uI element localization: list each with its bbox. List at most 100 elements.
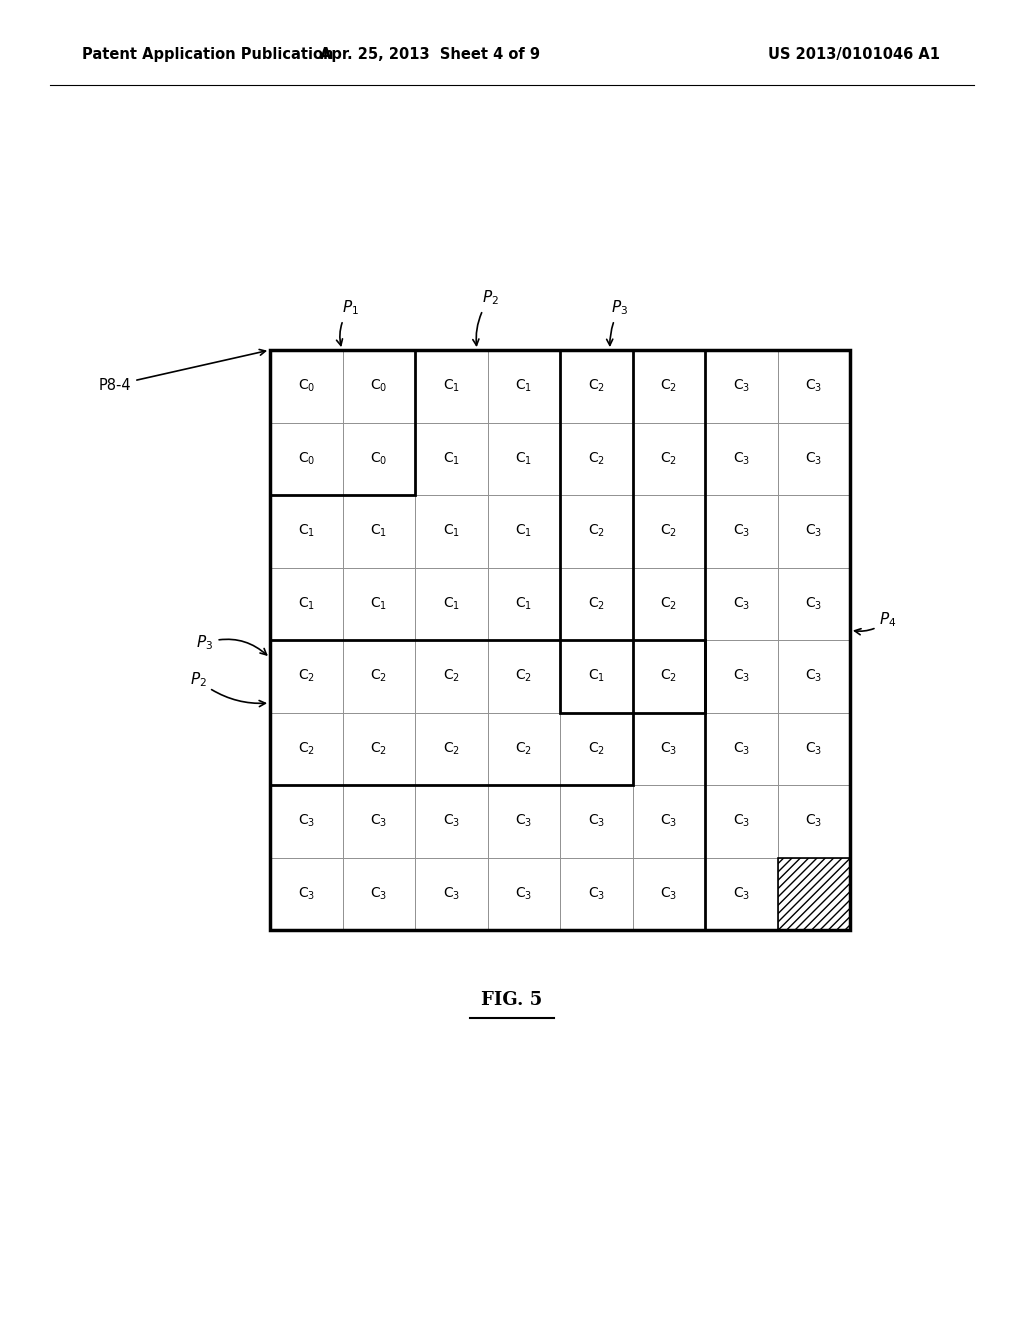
Bar xyxy=(705,713,777,785)
Bar xyxy=(270,350,633,785)
Text: $P_1$: $P_1$ xyxy=(337,298,358,346)
Text: $\mathrm{C}_{3}$: $\mathrm{C}_{3}$ xyxy=(732,378,750,395)
Bar xyxy=(270,568,342,640)
Bar xyxy=(705,350,777,422)
Bar xyxy=(487,785,560,858)
Bar xyxy=(342,568,415,640)
Text: $\mathrm{C}_{0}$: $\mathrm{C}_{0}$ xyxy=(370,378,387,395)
Text: $\mathrm{C}_{2}$: $\mathrm{C}_{2}$ xyxy=(660,378,677,395)
Bar xyxy=(270,785,342,858)
Bar xyxy=(560,713,633,785)
Bar xyxy=(560,785,633,858)
Text: $\mathrm{C}_{1}$: $\mathrm{C}_{1}$ xyxy=(371,523,387,540)
Text: $\mathrm{C}_{3}$: $\mathrm{C}_{3}$ xyxy=(732,595,750,612)
Bar xyxy=(777,858,850,931)
Text: $\mathrm{C}_{1}$: $\mathrm{C}_{1}$ xyxy=(371,595,387,612)
Text: $\mathrm{C}_{3}$: $\mathrm{C}_{3}$ xyxy=(805,741,822,756)
Text: $\mathrm{C}_{3}$: $\mathrm{C}_{3}$ xyxy=(732,523,750,540)
Bar xyxy=(415,422,487,495)
Text: $\mathrm{C}_{3}$: $\mathrm{C}_{3}$ xyxy=(805,813,822,829)
Bar xyxy=(415,713,487,785)
Text: $P_4$: $P_4$ xyxy=(855,611,897,635)
Bar xyxy=(777,568,850,640)
Bar xyxy=(487,640,560,713)
Text: $\mathrm{C}_{3}$: $\mathrm{C}_{3}$ xyxy=(442,886,460,902)
Text: $\mathrm{C}_{3}$: $\mathrm{C}_{3}$ xyxy=(588,813,605,829)
Bar xyxy=(342,422,415,495)
Bar xyxy=(270,350,850,931)
Bar xyxy=(560,568,633,640)
Bar xyxy=(633,858,705,931)
Text: $\mathrm{C}_{3}$: $\mathrm{C}_{3}$ xyxy=(298,886,314,902)
Bar xyxy=(487,495,560,568)
Bar xyxy=(777,422,850,495)
Bar xyxy=(705,858,777,931)
Text: $\mathrm{C}_{3}$: $\mathrm{C}_{3}$ xyxy=(805,668,822,685)
Bar xyxy=(342,495,415,568)
Text: $\mathrm{C}_{3}$: $\mathrm{C}_{3}$ xyxy=(370,813,387,829)
Text: $P_2$: $P_2$ xyxy=(189,671,265,706)
Bar xyxy=(270,422,342,495)
Bar xyxy=(705,568,777,640)
Bar xyxy=(270,640,342,713)
Text: $\mathrm{C}_{0}$: $\mathrm{C}_{0}$ xyxy=(298,450,315,467)
Bar xyxy=(270,495,342,568)
Bar xyxy=(560,858,633,931)
Text: $\mathrm{C}_{0}$: $\mathrm{C}_{0}$ xyxy=(370,450,387,467)
Bar xyxy=(342,640,415,713)
Text: $\mathrm{C}_{3}$: $\mathrm{C}_{3}$ xyxy=(660,813,677,829)
Bar xyxy=(560,350,633,422)
Bar xyxy=(633,350,705,422)
Text: $\mathrm{C}_{3}$: $\mathrm{C}_{3}$ xyxy=(442,813,460,829)
Text: $\mathrm{C}_{3}$: $\mathrm{C}_{3}$ xyxy=(660,741,677,756)
Bar xyxy=(487,568,560,640)
Bar xyxy=(633,640,705,713)
Bar xyxy=(705,495,777,568)
Bar xyxy=(705,640,777,713)
Bar xyxy=(633,495,705,568)
Bar xyxy=(270,713,342,785)
Bar xyxy=(415,568,487,640)
Text: $\mathrm{C}_{1}$: $\mathrm{C}_{1}$ xyxy=(515,523,532,540)
Text: $\mathrm{C}_{1}$: $\mathrm{C}_{1}$ xyxy=(442,595,460,612)
Text: $\mathrm{C}_{3}$: $\mathrm{C}_{3}$ xyxy=(298,813,314,829)
Text: $P_2$: $P_2$ xyxy=(473,289,499,346)
Text: $\mathrm{C}_{2}$: $\mathrm{C}_{2}$ xyxy=(660,668,677,685)
Bar xyxy=(415,350,487,422)
Bar xyxy=(270,858,342,931)
Bar xyxy=(270,350,705,931)
Text: $\mathrm{C}_{2}$: $\mathrm{C}_{2}$ xyxy=(660,523,677,540)
Text: $\mathrm{C}_{2}$: $\mathrm{C}_{2}$ xyxy=(660,450,677,467)
Bar xyxy=(633,785,705,858)
Text: $\mathrm{C}_{2}$: $\mathrm{C}_{2}$ xyxy=(298,741,314,756)
Text: $\mathrm{C}_{3}$: $\mathrm{C}_{3}$ xyxy=(805,595,822,612)
Bar xyxy=(270,350,560,640)
Text: $\mathrm{C}_{3}$: $\mathrm{C}_{3}$ xyxy=(588,886,605,902)
Bar xyxy=(415,785,487,858)
Bar xyxy=(342,785,415,858)
Text: $\mathrm{C}_{2}$: $\mathrm{C}_{2}$ xyxy=(588,595,605,612)
Text: $\mathrm{C}_{3}$: $\mathrm{C}_{3}$ xyxy=(515,813,532,829)
Bar xyxy=(487,422,560,495)
Text: $P_3$: $P_3$ xyxy=(197,634,266,655)
Text: $\mathrm{C}_{2}$: $\mathrm{C}_{2}$ xyxy=(588,378,605,395)
Text: $\mathrm{C}_{3}$: $\mathrm{C}_{3}$ xyxy=(370,886,387,902)
Text: $\mathrm{C}_{2}$: $\mathrm{C}_{2}$ xyxy=(371,668,387,685)
Text: $\mathrm{C}_{1}$: $\mathrm{C}_{1}$ xyxy=(515,378,532,395)
Text: $\mathrm{C}_{2}$: $\mathrm{C}_{2}$ xyxy=(371,741,387,756)
Bar xyxy=(777,640,850,713)
Bar xyxy=(633,713,705,785)
Text: $\mathrm{C}_{2}$: $\mathrm{C}_{2}$ xyxy=(515,741,532,756)
Text: $\mathrm{C}_{0}$: $\mathrm{C}_{0}$ xyxy=(298,378,315,395)
Text: Apr. 25, 2013  Sheet 4 of 9: Apr. 25, 2013 Sheet 4 of 9 xyxy=(319,48,540,62)
Text: $\mathrm{C}_{1}$: $\mathrm{C}_{1}$ xyxy=(298,595,314,612)
Text: $\mathrm{C}_{1}$: $\mathrm{C}_{1}$ xyxy=(442,378,460,395)
Bar xyxy=(342,858,415,931)
Bar xyxy=(342,350,415,422)
Text: $\mathrm{C}_{2}$: $\mathrm{C}_{2}$ xyxy=(298,668,314,685)
Text: $\mathrm{C}_{2}$: $\mathrm{C}_{2}$ xyxy=(515,668,532,685)
Bar xyxy=(560,640,633,713)
Text: $\mathrm{C}_{2}$: $\mathrm{C}_{2}$ xyxy=(588,450,605,467)
Text: $\mathrm{C}_{3}$: $\mathrm{C}_{3}$ xyxy=(805,523,822,540)
Bar xyxy=(777,785,850,858)
